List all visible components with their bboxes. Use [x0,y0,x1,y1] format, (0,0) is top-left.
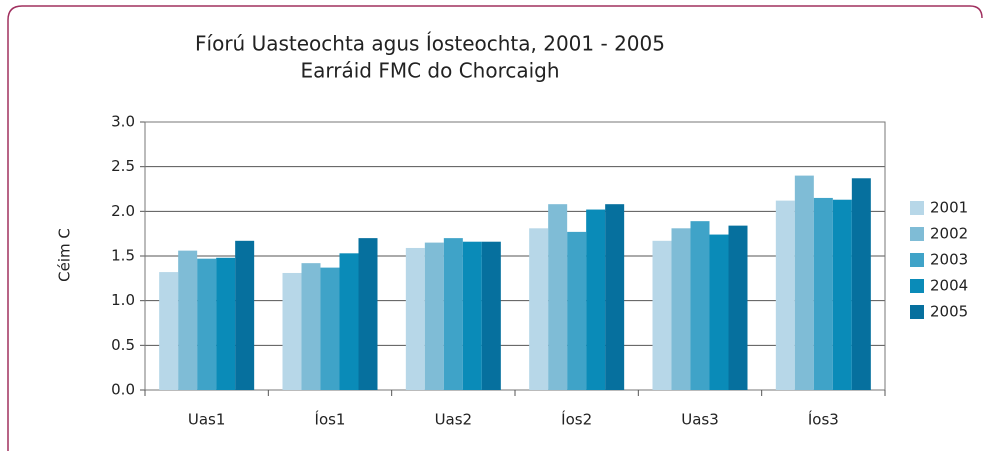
bar [481,241,501,390]
legend-label: 2005 [930,303,968,321]
legend-swatch [910,279,924,293]
chart-subtitle: Earráid FMC do Chorcaigh [300,59,559,83]
x-tick-label: Íos2 [561,410,592,429]
legend-label: 2001 [930,199,968,217]
bar [605,204,625,390]
bar [424,242,444,390]
bar [178,250,198,390]
bar [216,257,236,390]
bar [301,263,321,390]
x-tick-label: Uas1 [188,411,226,429]
frame [7,5,983,451]
y-tick-label: 0.5 [111,336,135,354]
x-tick-label: Uas3 [681,411,719,429]
legend-label: 2002 [930,225,968,243]
y-tick-label: 2.0 [111,202,135,220]
bar [320,267,340,390]
bar [832,199,852,390]
bar [671,228,691,390]
bar [813,197,833,390]
bar [690,221,710,390]
y-tick-label: 3.0 [111,113,135,131]
bar [652,240,672,390]
bar [405,247,425,390]
legend-swatch [910,305,924,319]
y-tick-label: 0.0 [111,381,135,399]
legend-label: 2004 [930,277,968,295]
bar [548,204,568,390]
legend-swatch [910,227,924,241]
bar [462,241,482,390]
bar [339,253,359,390]
bar [567,231,587,390]
y-axis-label: Céim C [56,228,74,282]
x-tick-label: Íos3 [808,410,839,429]
bar [728,225,748,390]
bar [775,200,795,390]
legend-label: 2003 [930,251,968,269]
bar [851,178,871,390]
bar [235,240,255,390]
bar [709,234,729,390]
bar [358,238,378,390]
bar [794,175,814,390]
y-tick-label: 1.5 [111,247,135,265]
x-tick-label: Uas2 [435,411,473,429]
chart-title: Fíorú Uasteochta agus Íosteochta, 2001 -… [195,32,665,56]
legend-swatch [910,201,924,215]
bar [159,272,179,390]
legend-swatch [910,253,924,267]
bar [443,238,463,390]
x-tick-label: Íos1 [315,410,346,429]
y-tick-label: 1.0 [111,291,135,309]
bar [197,258,217,390]
y-tick-label: 2.5 [111,157,135,175]
bar [282,272,302,390]
bar [529,228,549,390]
bar [586,209,606,390]
